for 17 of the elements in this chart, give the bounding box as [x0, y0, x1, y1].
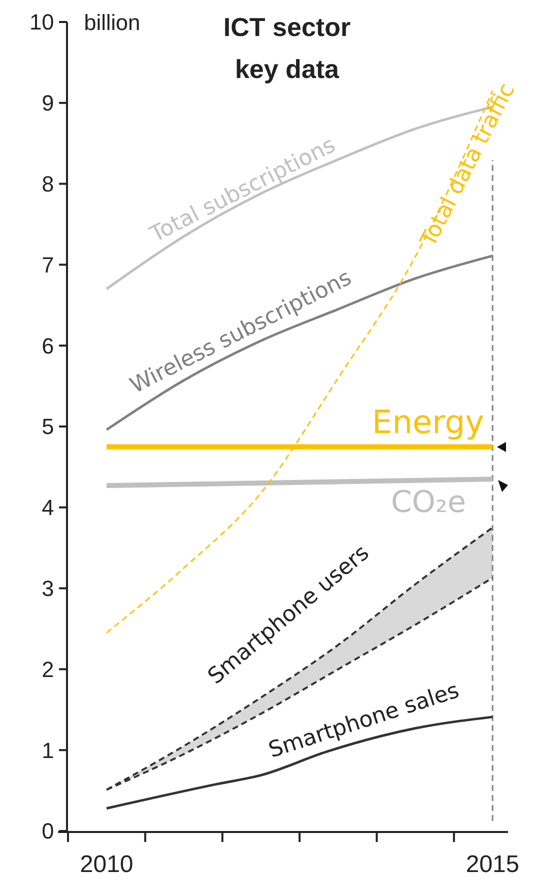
series-label: Energy — [372, 403, 484, 441]
series-label: CO₂e — [390, 485, 466, 520]
y-tick-label: 8 — [42, 172, 54, 196]
y-tick-label: 2 — [42, 656, 54, 682]
y-axis-title: billion — [84, 10, 140, 35]
y-tick-label: 6 — [42, 333, 54, 358]
chart-title: ICT sector key data — [223, 12, 351, 84]
y-tick-label: 7 — [42, 252, 54, 278]
y-tick-label: 10 — [30, 10, 54, 35]
y-tick-label: 9 — [42, 90, 54, 116]
y-tick-label: 0 — [42, 818, 54, 844]
x-tick-label: 2010 — [80, 851, 134, 878]
y-tick-label: 5 — [42, 414, 54, 440]
y-tick-label: 1 — [42, 738, 54, 763]
y-tick-label: 4 — [42, 495, 54, 520]
x-tick-label: 2015 — [466, 851, 520, 878]
y-tick-label: 3 — [42, 576, 54, 601]
